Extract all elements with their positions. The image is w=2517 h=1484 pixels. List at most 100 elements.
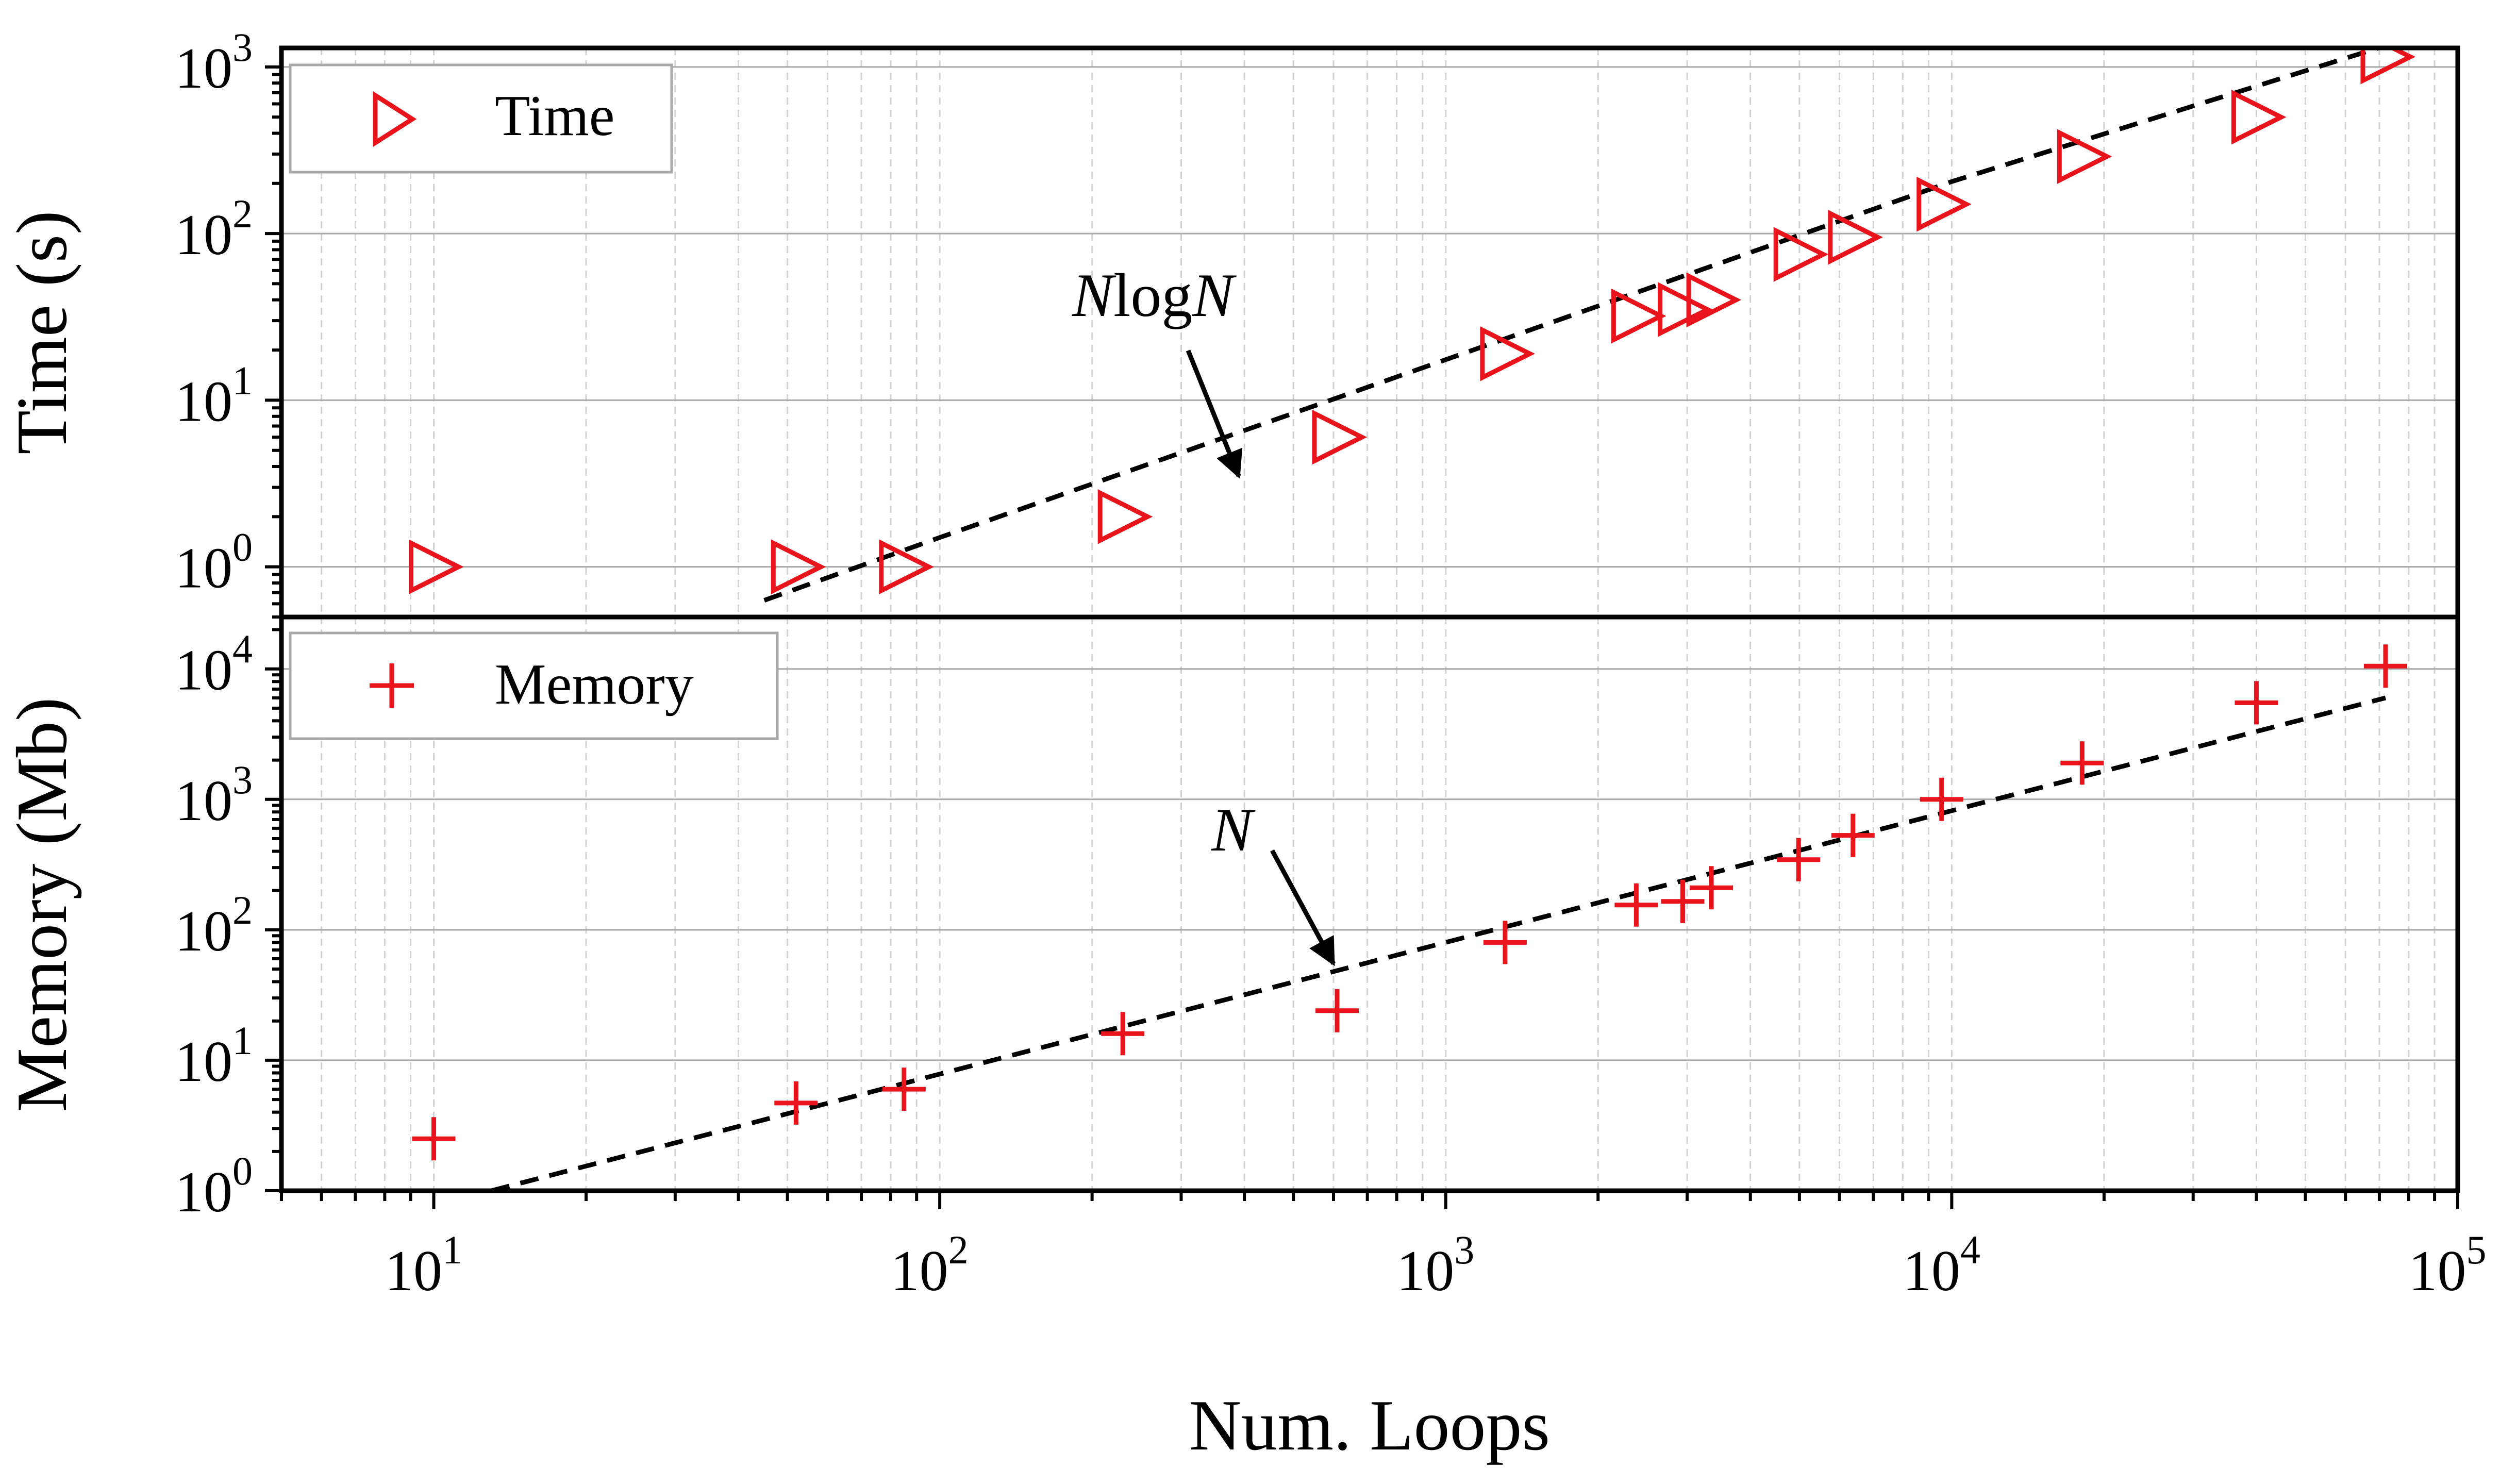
memory-markers — [412, 644, 2407, 1161]
time-point — [1097, 489, 1153, 544]
memory-point — [1661, 879, 1705, 923]
x-tick-label: 104 — [1903, 1227, 1980, 1303]
bottom-y-tick-label: 103 — [175, 757, 253, 833]
x-tick-exponent: 2 — [948, 1227, 969, 1272]
bottom-panel: Memory N — [265, 617, 2458, 1192]
time-point — [1773, 227, 1829, 282]
x-axis-ticks — [280, 1191, 2459, 1209]
memory-point — [1614, 883, 1658, 927]
time-fit-label-log: log — [1113, 261, 1192, 329]
memory-fit-label: N — [1211, 795, 1256, 864]
time-point — [2231, 89, 2287, 145]
top-y-tick-label: 101 — [175, 358, 253, 433]
top-y-tick-label: 100 — [175, 525, 253, 601]
time-point — [1916, 176, 1972, 232]
time-legend: Time — [289, 63, 673, 174]
bottom-y-tick-exponent: 3 — [232, 757, 253, 802]
memory-point — [882, 1068, 926, 1111]
memory-point — [2235, 681, 2278, 725]
memory-fit-arrow — [1270, 849, 1336, 966]
bottom-y-tick-base: 10 — [175, 1030, 232, 1094]
time-fit-line — [763, 48, 2387, 603]
time-point — [2057, 129, 2112, 184]
memory-point — [1690, 866, 1733, 910]
x-tick-base: 10 — [385, 1239, 442, 1303]
time-point — [1686, 272, 1742, 328]
x-tick-label: 102 — [891, 1227, 969, 1303]
x-axis-tick-labels: 101 102 103 104 105 — [385, 1227, 2487, 1303]
memory-fit-annotation: N — [1211, 795, 1336, 966]
x-tick-label: 105 — [2409, 1227, 2487, 1303]
time-point — [1658, 282, 1713, 337]
time-fit-arrow — [1186, 349, 1243, 479]
bottom-y-tick-exponent: 2 — [232, 888, 253, 932]
memory-point — [1777, 838, 1821, 881]
x-tick-base: 10 — [1903, 1239, 1960, 1303]
top-y-ticks — [265, 65, 281, 619]
memory-point — [1315, 989, 1359, 1032]
memory-legend-marker-icon — [370, 663, 414, 708]
time-point — [1480, 326, 1535, 381]
x-tick-base: 10 — [1396, 1239, 1454, 1303]
top-y-tick-exponent: 0 — [232, 525, 253, 570]
bottom-y-ticks — [265, 628, 281, 1192]
top-y-tick-label: 103 — [175, 25, 253, 101]
top-panel: Time NlogN — [265, 48, 2458, 619]
time-y-axis-label: Time (s) — [2, 210, 82, 454]
bottom-y-tick-exponent: 1 — [232, 1018, 253, 1063]
top-y-tick-exponent: 3 — [232, 25, 253, 70]
time-fit-label-n2: N — [1192, 261, 1237, 329]
top-y-tick-base: 10 — [175, 203, 232, 267]
x-tick-exponent: 3 — [1454, 1227, 1474, 1272]
x-tick-exponent: 4 — [1960, 1227, 1980, 1272]
memory-legend: Memory — [289, 631, 779, 740]
top-y-tick-base: 10 — [175, 370, 232, 433]
time-point — [409, 539, 464, 594]
bottom-y-tick-label: 100 — [175, 1148, 253, 1224]
time-point — [2360, 48, 2416, 85]
top-y-tick-label: 102 — [175, 191, 253, 267]
time-point — [1312, 409, 1368, 465]
memory-legend-label: Memory — [495, 653, 694, 716]
x-tick-base: 10 — [2409, 1239, 2466, 1303]
bottom-y-tick-label: 101 — [175, 1018, 253, 1094]
x-tick-exponent: 5 — [2466, 1227, 2487, 1272]
memory-point — [774, 1081, 818, 1125]
bottom-y-tick-label: 104 — [175, 627, 253, 703]
time-point — [1828, 210, 1883, 265]
time-point — [879, 539, 934, 594]
top-y-tick-exponent: 2 — [232, 191, 253, 236]
bottom-y-tick-base: 10 — [175, 639, 232, 703]
x-tick-label: 103 — [1396, 1227, 1474, 1303]
time-legend-marker-icon — [373, 91, 417, 147]
time-fit-label: NlogN — [1072, 261, 1237, 329]
bottom-y-tick-exponent: 0 — [232, 1148, 253, 1193]
x-axis-label: Num. Loops — [1189, 1386, 1550, 1465]
top-y-tick-exponent: 1 — [232, 358, 253, 403]
memory-point — [2060, 741, 2104, 785]
memory-point — [1101, 1012, 1145, 1056]
x-tick-exponent: 1 — [442, 1227, 462, 1272]
time-legend-box — [289, 63, 673, 174]
memory-point — [2364, 644, 2407, 688]
memory-point — [1483, 921, 1527, 964]
x-tick-base: 10 — [891, 1239, 948, 1303]
top-y-tick-base: 10 — [175, 37, 232, 101]
bottom-y-tick-base: 10 — [175, 899, 232, 963]
top-y-tick-base: 10 — [175, 537, 232, 601]
x-tick-label: 101 — [385, 1227, 462, 1303]
memory-fit-line — [491, 695, 2387, 1191]
bottom-y-tick-base: 10 — [175, 769, 232, 833]
bottom-y-tick-base: 10 — [175, 1160, 232, 1224]
memory-y-axis-label: Memory (Mb) — [2, 697, 82, 1112]
time-legend-label: Time — [495, 84, 614, 148]
memory-point — [1920, 777, 1963, 821]
memory-point — [1831, 813, 1875, 857]
memory-point — [412, 1117, 456, 1161]
time-point — [1611, 288, 1666, 344]
bottom-y-tick-exponent: 4 — [232, 627, 253, 672]
top-grid — [281, 48, 2458, 617]
time-fit-annotation: NlogN — [1072, 261, 1243, 479]
time-fit-label-n1: N — [1072, 261, 1116, 329]
